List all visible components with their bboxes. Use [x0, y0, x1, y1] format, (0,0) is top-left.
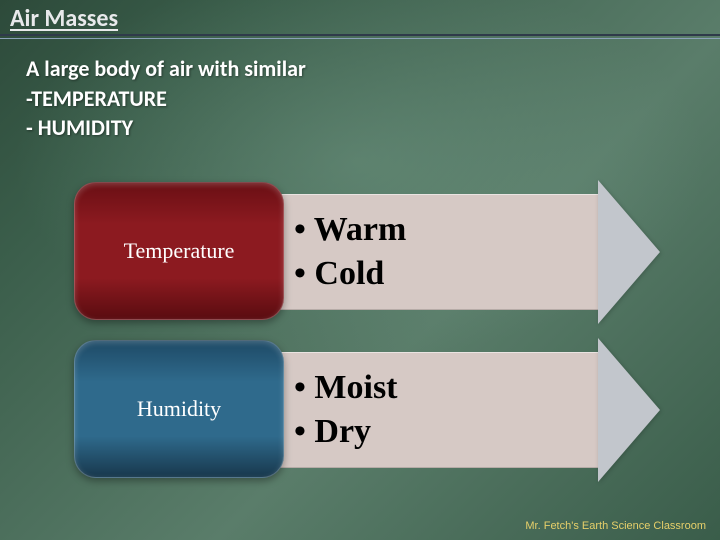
intro-line2: -TEMPERATURE	[26, 84, 694, 114]
divider-line-light	[0, 38, 720, 39]
slide-title: Air Masses	[10, 4, 710, 33]
intro-text: A large body of air with similar -TEMPER…	[26, 54, 694, 143]
bullet-warm: Warm	[294, 208, 406, 252]
intro-line3: - HUMIDITY	[26, 113, 694, 143]
arrow-head-icon	[598, 338, 660, 482]
box-humidity: Humidity	[74, 340, 284, 478]
row-humidity: Humidity Moist Dry	[74, 340, 660, 480]
bullets-humidity: Moist Dry	[294, 366, 398, 454]
bullet-dry: Dry	[294, 410, 398, 454]
footer-credit: Mr. Fetch's Earth Science Classroom	[525, 520, 706, 532]
arrow-humidity: Moist Dry	[266, 352, 660, 468]
divider-line-dark	[0, 34, 720, 36]
bullet-moist: Moist	[294, 366, 398, 410]
box-humidity-label: Humidity	[137, 396, 221, 422]
intro-line1: A large body of air with similar	[26, 54, 694, 84]
row-temperature: Temperature Warm Cold	[74, 182, 660, 322]
diagram: Temperature Warm Cold Humidity Moist	[74, 182, 660, 480]
box-temperature-label: Temperature	[124, 238, 235, 264]
divider	[0, 34, 720, 42]
bullets-temperature: Warm Cold	[294, 208, 406, 296]
slide: Air Masses A large body of air with simi…	[0, 0, 720, 540]
arrow-temperature: Warm Cold	[266, 194, 660, 310]
arrow-head-icon	[598, 180, 660, 324]
header: Air Masses	[0, 0, 720, 33]
bullet-cold: Cold	[294, 252, 406, 296]
box-temperature: Temperature	[74, 182, 284, 320]
